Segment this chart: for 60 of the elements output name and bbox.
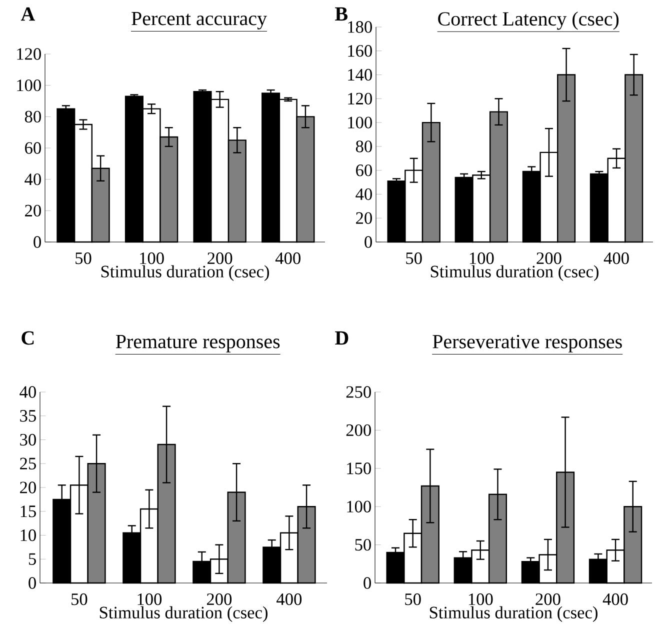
y-tick-label: 160 xyxy=(348,45,372,57)
text: C xyxy=(22,331,34,345)
y-tick-label: 15 xyxy=(20,506,36,518)
x-tick-label: 100 xyxy=(470,252,494,264)
x-axis-title: Stimulus duration (csec) xyxy=(101,265,269,281)
y-tick-label: 30 xyxy=(20,434,36,446)
y-tick-label: 10 xyxy=(20,529,36,542)
y-tick-label: 250 xyxy=(346,386,371,398)
x-tick-label: 400 xyxy=(275,252,300,264)
x-tick-label: 400 xyxy=(602,593,628,606)
x-tick-label: 200 xyxy=(536,252,562,264)
x-tick-label: 100 xyxy=(138,593,162,606)
x-tick-label: 400 xyxy=(604,252,629,264)
x-tick-label: 200 xyxy=(208,252,232,264)
x-tick-label: 200 xyxy=(536,593,560,606)
y-tick-label: 20 xyxy=(20,482,36,494)
x-tick-label: 400 xyxy=(276,593,302,606)
y-tick-label: 60 xyxy=(25,142,41,154)
y-tick-label: 100 xyxy=(348,116,372,128)
x-tick-label: 100 xyxy=(468,593,493,606)
x-tick-label: 200 xyxy=(206,593,232,606)
y-tick-label: 0 xyxy=(28,577,36,589)
y-tick-label: 0 xyxy=(364,577,371,589)
y-tick-label: 35 xyxy=(20,410,36,422)
y-tick-label: 25 xyxy=(20,458,36,470)
y-tick-label: 80 xyxy=(356,140,372,152)
y-tick-label: 50 xyxy=(355,538,371,551)
y-tick-label: 0 xyxy=(364,236,372,248)
y-tick-label: 5 xyxy=(28,553,36,565)
y-tick-label: 40 xyxy=(24,173,41,186)
chart-title: Correct Latency (csec) xyxy=(438,12,619,30)
x-tick-label: 50 xyxy=(406,252,422,264)
y-tick-label: 100 xyxy=(17,79,41,92)
x-axis-title: Stimulus duration (csec) xyxy=(430,606,598,622)
y-tick-label: 60 xyxy=(356,164,372,176)
x-tick-label: 100 xyxy=(140,252,164,264)
chart-title: Premature responses xyxy=(116,334,280,352)
y-tick-label: 0 xyxy=(34,236,41,248)
x-tick-label: 50 xyxy=(405,593,421,606)
y-tick-label: 140 xyxy=(348,68,372,81)
y-tick-label: 20 xyxy=(356,212,372,224)
x-axis-title: Stimulus duration (csec) xyxy=(430,265,598,281)
y-tick-label: 150 xyxy=(347,462,371,474)
y-tick-label: 40 xyxy=(356,188,372,200)
text: D xyxy=(335,331,348,345)
y-tick-label: 120 xyxy=(17,48,41,60)
chart-title: Percent accuracy xyxy=(132,12,267,30)
x-axis-title: Stimulus duration (csec) xyxy=(100,606,268,622)
chart-title: Perseverative responses xyxy=(432,334,622,352)
text: B xyxy=(335,7,348,21)
text: A xyxy=(20,7,35,21)
x-tick-label: 50 xyxy=(76,252,92,264)
y-tick-label: 200 xyxy=(346,424,371,436)
y-tick-label: 180 xyxy=(348,21,372,33)
y-tick-label: 120 xyxy=(348,92,372,105)
y-tick-label: 40 xyxy=(20,386,36,398)
y-tick-label: 80 xyxy=(24,110,41,123)
y-tick-label: 100 xyxy=(347,500,371,512)
x-tick-label: 50 xyxy=(72,593,88,606)
y-tick-label: 20 xyxy=(25,204,41,217)
